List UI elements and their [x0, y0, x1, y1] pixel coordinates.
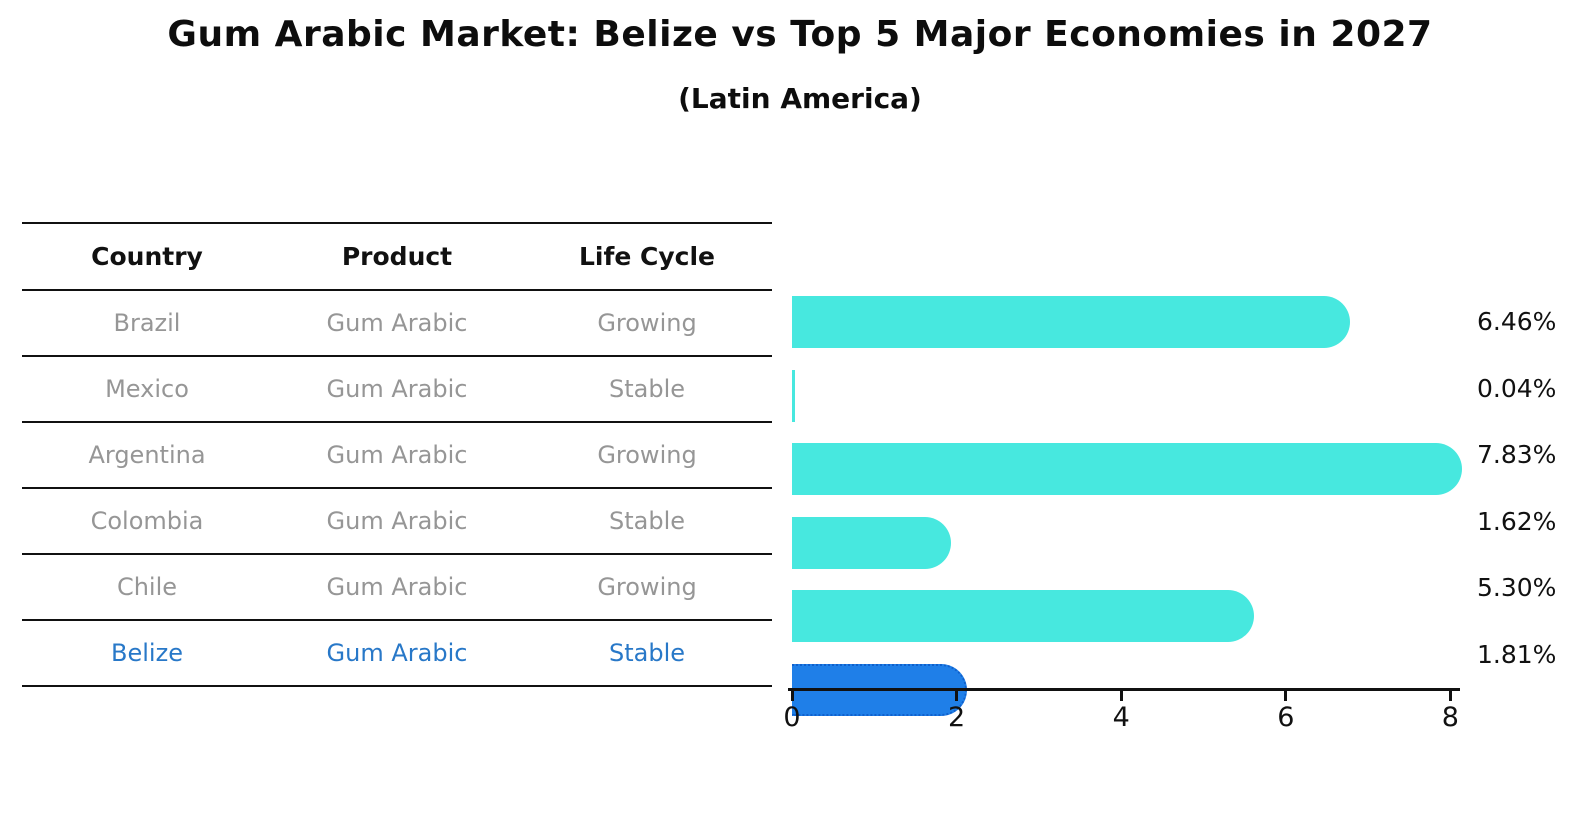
cell-country: Argentina: [88, 440, 206, 469]
cell-product: Gum Arabic: [326, 440, 468, 469]
cell-product: Gum Arabic: [326, 572, 468, 601]
cell-product: Gum Arabic: [326, 308, 468, 337]
value-label-argentina: 7.83%: [1477, 440, 1557, 469]
value-label-belize: 1.81%: [1477, 639, 1557, 669]
x-axis-tick: [790, 691, 794, 701]
table-row-argentina: Argentina Gum Arabic Growing: [22, 423, 772, 489]
x-axis-tick-label: 6: [1277, 702, 1295, 733]
value-label-brazil: 6.46%: [1477, 307, 1557, 336]
value-labels: 6.46% 0.04% 7.83% 1.62% 5.30% 1.81%: [1477, 289, 1585, 688]
cell-life-cycle: Growing: [597, 308, 697, 337]
table-row-brazil: Brazil Gum Arabic Growing: [22, 291, 772, 357]
table-row-chile: Chile Gum Arabic Growing: [22, 555, 772, 621]
country-table: Country Product Life Cycle Brazil Gum Ar…: [22, 222, 772, 687]
chart-subtitle: (Latin America): [678, 82, 922, 115]
cell-product: Gum Arabic: [326, 638, 468, 667]
x-axis-tick-label: 0: [783, 702, 801, 733]
cell-country: Chile: [116, 572, 178, 601]
value-label-mexico: 0.04%: [1477, 373, 1557, 403]
cell-life-cycle: Stable: [608, 374, 686, 403]
cell-product: Gum Arabic: [326, 506, 468, 535]
cell-country: Belize: [111, 638, 183, 667]
cell-country: Colombia: [90, 506, 204, 535]
x-axis-tick: [1119, 691, 1123, 701]
cell-country: Mexico: [105, 374, 189, 403]
bar-brazil: [792, 296, 1350, 348]
x-axis-tick-label: 4: [1112, 702, 1130, 733]
column-header-product: Product: [341, 241, 453, 271]
bar-row: [792, 590, 1562, 657]
value-label-colombia: 1.62%: [1477, 506, 1557, 536]
bar-row: [792, 296, 1562, 363]
x-axis: 0 2 4 6 8: [783, 691, 1462, 751]
column-header-life-cycle: Life Cycle: [578, 241, 716, 271]
table-row-mexico: Mexico Gum Arabic Stable: [22, 357, 772, 423]
cell-life-cycle: Stable: [608, 506, 686, 535]
value-label-chile: 5.30%: [1477, 573, 1557, 602]
cell-life-cycle: Growing: [597, 572, 697, 601]
x-axis-tick-label: 2: [948, 702, 966, 733]
bar-row: [792, 516, 1562, 584]
table-header-row: Country Product Life Cycle: [22, 224, 772, 291]
cell-country: Brazil: [113, 308, 181, 337]
cell-life-cycle: Growing: [597, 440, 697, 469]
bar-row: [792, 369, 1562, 437]
column-header-country: Country: [91, 241, 203, 271]
bar-plot: [792, 289, 1562, 716]
x-axis-tick-label: 8: [1441, 702, 1459, 733]
bar-colombia: [792, 516, 951, 569]
table-row-colombia: Colombia Gum Arabic Stable: [22, 489, 772, 555]
x-axis-tick: [1284, 691, 1288, 701]
table-row-belize: Belize Gum Arabic Stable: [22, 621, 772, 687]
bar-argentina: [792, 443, 1462, 495]
x-axis-tick: [955, 691, 959, 701]
bar-chile: [792, 590, 1254, 642]
x-axis-line: [788, 688, 1460, 691]
cell-product: Gum Arabic: [326, 374, 468, 403]
x-axis-tick: [1448, 691, 1452, 701]
bar-mexico: [792, 369, 795, 422]
chart-title: Gum Arabic Market: Belize vs Top 5 Major…: [167, 14, 1433, 55]
cell-life-cycle: Stable: [608, 638, 686, 667]
bar-row: [792, 443, 1562, 510]
